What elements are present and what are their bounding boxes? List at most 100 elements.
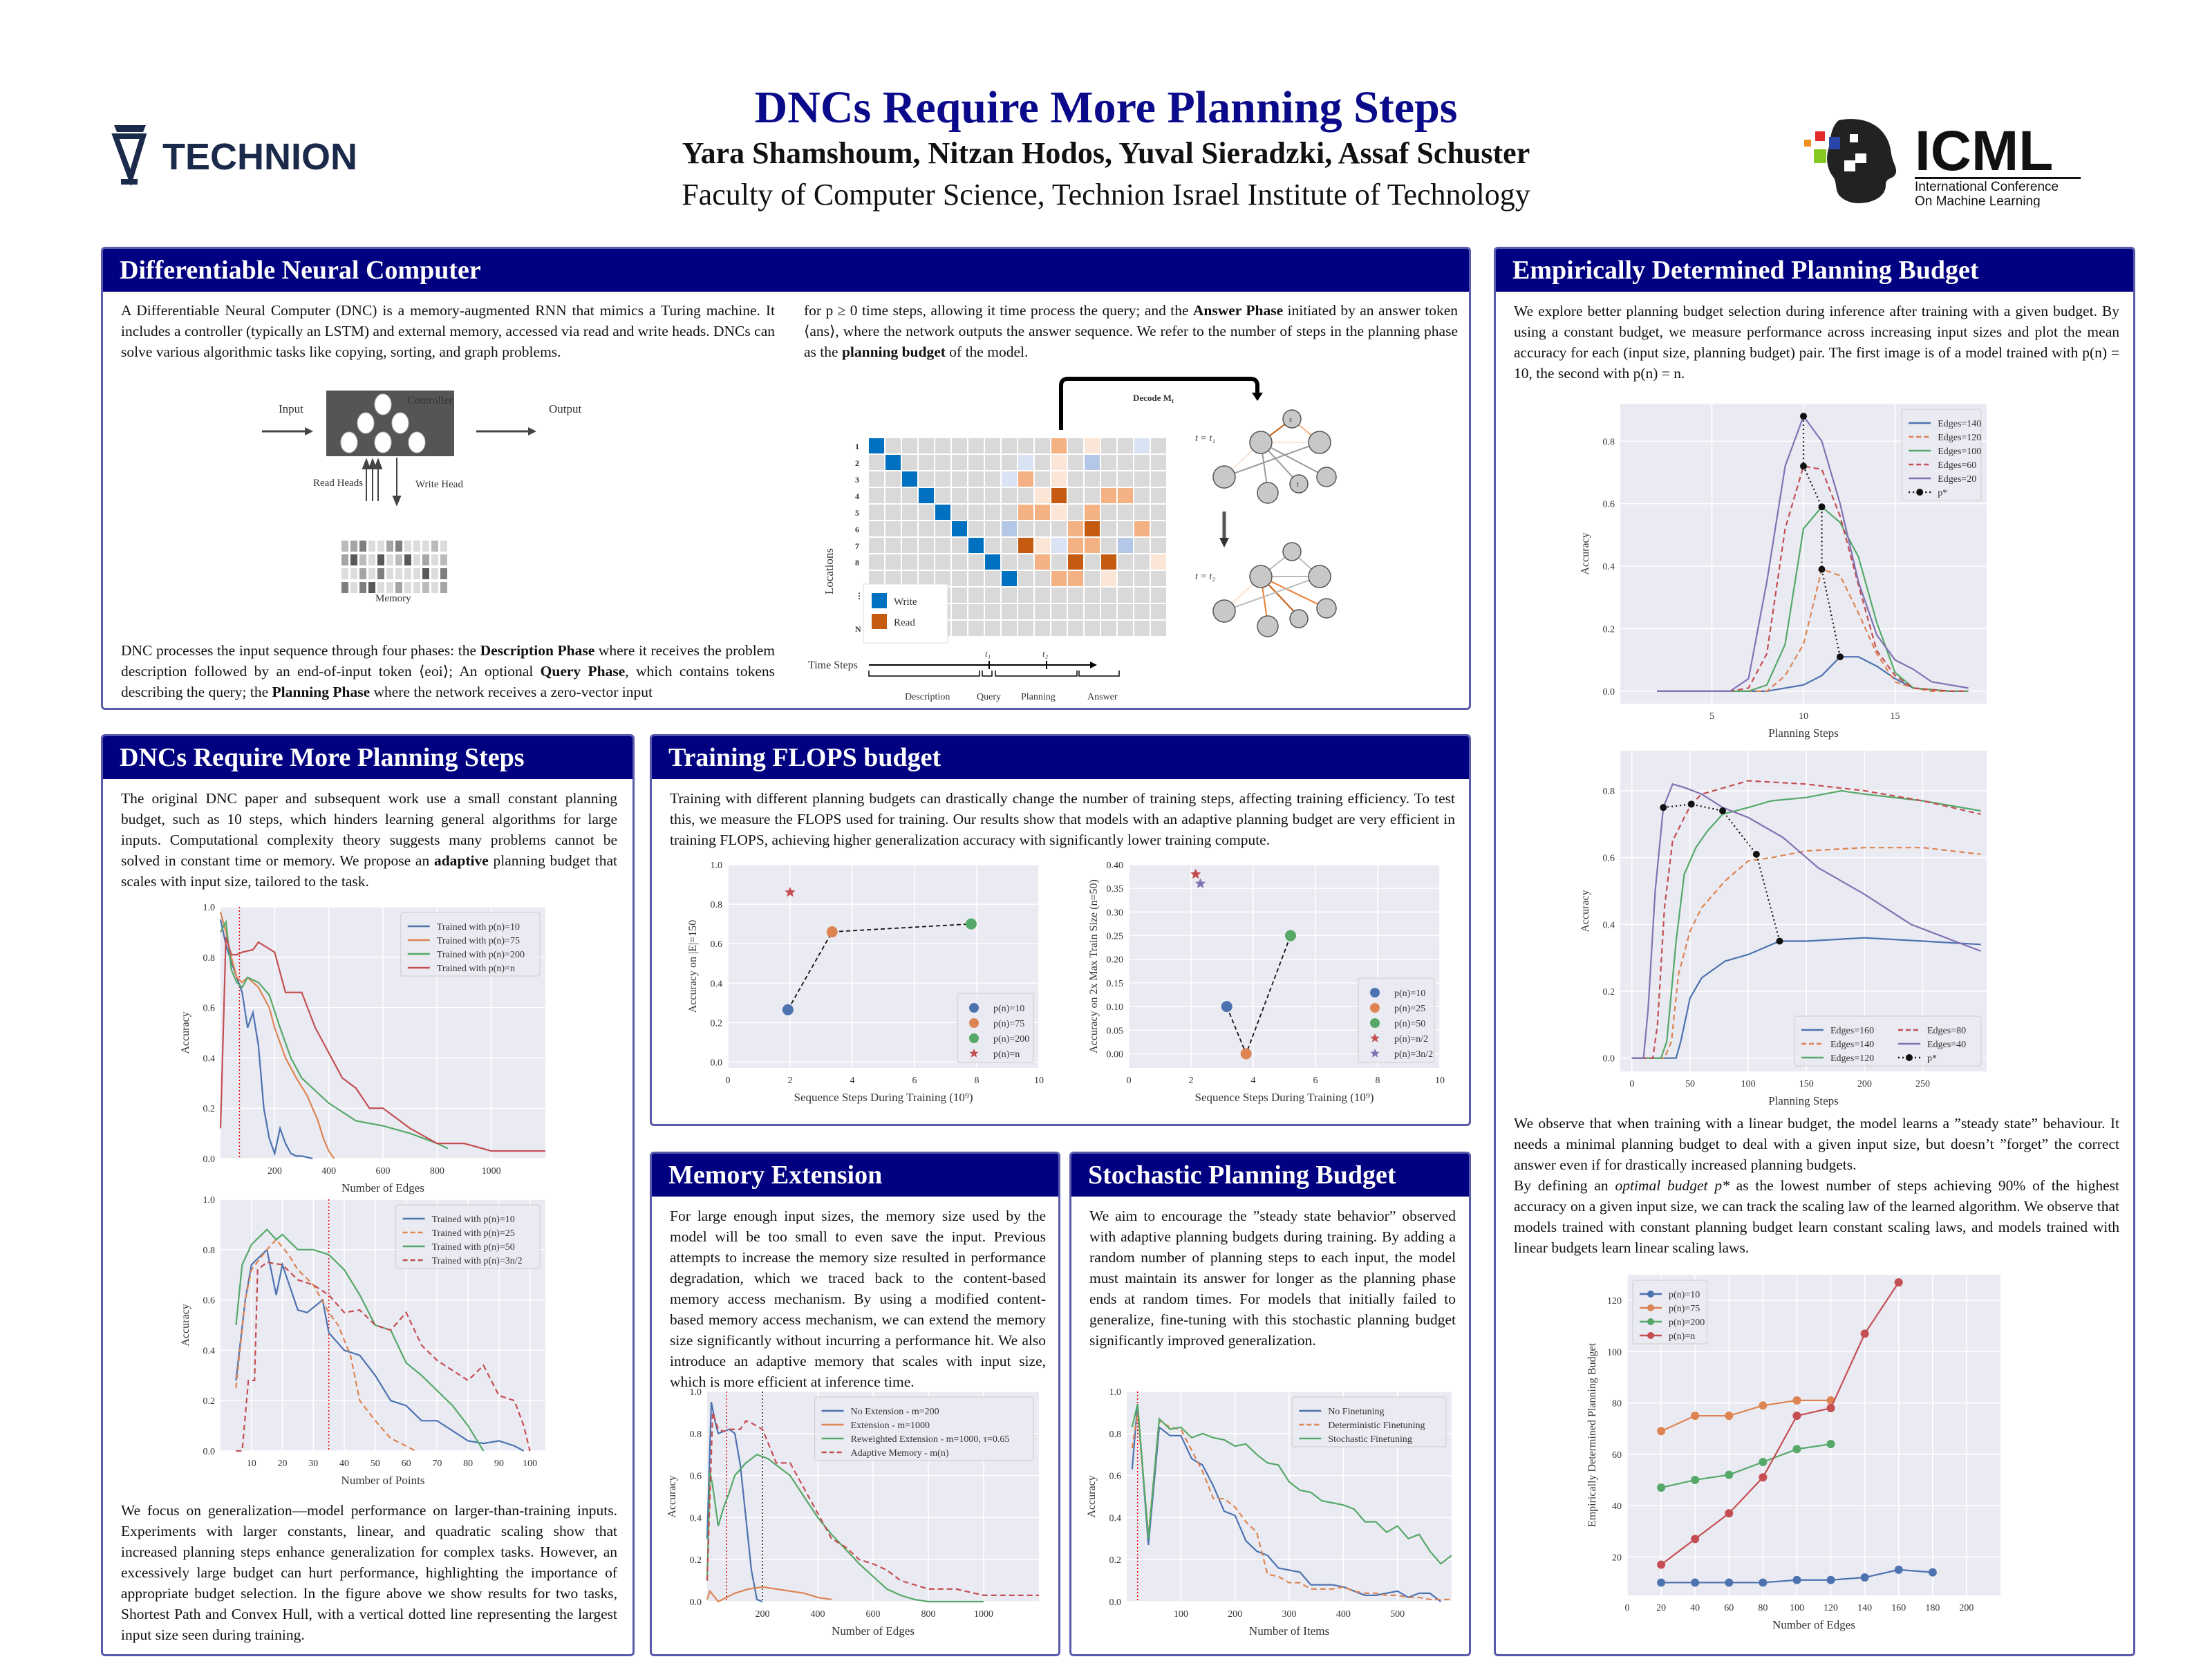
legend-label: Trained with p(n)=50 (432, 1242, 515, 1253)
y-tick-label: 0.4 (1109, 1513, 1122, 1524)
memory-access-cell (1101, 604, 1116, 619)
data-point (1818, 503, 1826, 511)
bold-term: planning budget (841, 344, 946, 360)
graph-t2-nodes (1212, 542, 1337, 637)
data-point (1719, 807, 1727, 814)
memory-access-cell (1134, 604, 1150, 619)
memory-cell (377, 568, 384, 579)
node-t: t (1297, 481, 1299, 489)
memory-access-cell (1134, 554, 1150, 570)
x-tick-label: 90 (494, 1459, 504, 1469)
x-tick-label: 0 (1625, 1603, 1630, 1613)
memory-access-cell (985, 588, 1000, 603)
memory-access-cell (1118, 621, 1133, 636)
x-tick-label: 140 (1857, 1603, 1872, 1613)
y-tick-label: 0.4 (1603, 562, 1615, 572)
memory-cell (359, 582, 366, 593)
data-point (1221, 1001, 1232, 1013)
memory-access-cell (1101, 438, 1116, 453)
memory-access-cell (1068, 455, 1083, 470)
memory-access-cell (1018, 455, 1033, 470)
data-point (1285, 930, 1296, 941)
memory-access-cell (1018, 588, 1033, 603)
memory-access-cell (935, 538, 950, 553)
x-tick-label: 10 (247, 1459, 256, 1469)
memory-cell (413, 554, 420, 565)
data-point (1800, 462, 1807, 470)
y-axis-label: Accuracy (666, 1475, 678, 1517)
y-tick-label: 0.2 (690, 1555, 702, 1566)
legend-label: Edges=60 (1938, 460, 1976, 471)
legend-label: p(n)=3n/2 (1394, 1049, 1433, 1060)
x-tick-label: 600 (866, 1609, 881, 1620)
memory-access-cell (902, 571, 917, 586)
x-tick-label: 100 (1741, 1079, 1756, 1089)
y-tick-label: 0.0 (690, 1597, 702, 1608)
series-line-reweighted-extension-m-1000-0-65 (706, 1453, 984, 1603)
memory-access-cell (1134, 471, 1150, 487)
memory-cell (440, 582, 447, 593)
memory-access-cell (1051, 554, 1067, 570)
x-axis-label: Number of Edges (1772, 1618, 1855, 1631)
legend-item: p(n)=10 (1370, 988, 1425, 999)
time-axis-arrow-icon (869, 662, 1097, 668)
memory-cell (413, 541, 420, 552)
memory-access-cell (935, 488, 950, 503)
memory-access-cell (1118, 554, 1133, 570)
memory-access-cell (952, 521, 967, 536)
y-tick-label: 0.8 (711, 900, 723, 910)
memory-access-cell (1051, 455, 1067, 470)
memory-access-cell (1118, 438, 1133, 453)
memory-access-cell (985, 521, 1000, 536)
time-steps-label: Time Steps (808, 659, 858, 671)
data-point (1687, 800, 1695, 808)
memory-access-cell (1101, 588, 1116, 603)
star-marker (1190, 868, 1201, 879)
x-tick-label: 80 (1758, 1603, 1768, 1613)
y-tick-label: 0.0 (1603, 1054, 1615, 1065)
chart-legend: p(n)=10 p(n)=25 p(n)=50 p(n)=n/2 p(n)=3n/2 (1358, 977, 1435, 1063)
memory-access-cell (1085, 588, 1100, 603)
x-tick-label: 10 (1034, 1076, 1044, 1086)
legend-label: Trained with p(n)=3n/2 (432, 1256, 523, 1266)
data-point (1792, 1412, 1801, 1421)
memory-access-cell (1151, 438, 1166, 453)
memory-access-cell (902, 505, 917, 520)
y-tick-label: 1.0 (1109, 1387, 1122, 1398)
x-tick-label: 400 (321, 1166, 336, 1177)
dnc-paragraph-2: DNC processes the input sequence through… (121, 640, 775, 702)
x-axis-label: Planning Steps (1768, 727, 1839, 740)
y-tick-label: 0.6 (1603, 500, 1615, 510)
memory-access-cell (985, 455, 1000, 470)
data-point (1725, 1578, 1734, 1587)
memory-access-cell (985, 488, 1000, 503)
write-head-arrow-icon (392, 458, 402, 507)
memory-cell (431, 568, 438, 579)
panel-stochastic: Stochastic Planning Budget We aim to enc… (1069, 1152, 1471, 1656)
x-tick-label: 200 (1228, 1609, 1242, 1620)
memory-access-cell (1018, 571, 1033, 586)
legend-item: p(n)=200 (969, 1033, 1029, 1044)
bold-term: Planning Phase (272, 684, 371, 700)
legend-label: p(n)=25 (1394, 1004, 1425, 1014)
icml-head-icon (1804, 119, 1897, 203)
memory-access-cell (968, 455, 984, 470)
data-point (1240, 1048, 1252, 1060)
x-tick-label: 1000 (482, 1166, 501, 1177)
legend-item: Edges=100 (1909, 447, 1981, 457)
data-point (1657, 1427, 1666, 1436)
x-tick-label: 600 (376, 1166, 391, 1177)
y-tick-label: 0.2 (1603, 987, 1615, 997)
series-line-p- (1802, 416, 1841, 657)
series-line-stochastic-finetuning (1131, 1403, 1452, 1565)
legend-label: Trained with p(n)=10 (437, 922, 520, 932)
memory-access-cell (1035, 488, 1050, 503)
memory-access-cell (968, 554, 984, 570)
memory-access-cell (902, 554, 917, 570)
memory-access-cell (1134, 621, 1150, 636)
locations-axis-label: Locations (823, 548, 836, 594)
data-point (1657, 1578, 1666, 1587)
legend-label: p(n)=75 (993, 1019, 1024, 1029)
x-tick-label: 60 (1724, 1603, 1734, 1613)
memory-access-cell (919, 521, 934, 536)
